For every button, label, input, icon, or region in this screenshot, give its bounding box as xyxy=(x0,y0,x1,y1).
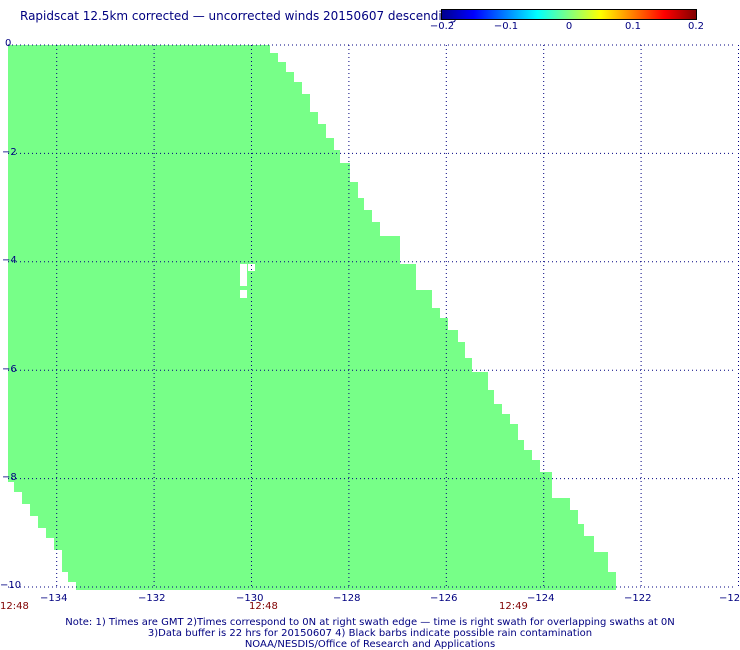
colorbar-tick: −0.2 xyxy=(429,21,455,32)
data-gap xyxy=(240,272,247,286)
colorbar xyxy=(441,9,697,20)
data-gaps xyxy=(240,264,255,298)
lon-label: −134 xyxy=(40,593,68,604)
note-line-3: NOAA/NESDIS/Office of Research and Appli… xyxy=(244,639,496,650)
lon-label: −132 xyxy=(138,593,166,604)
map-title: Rapidscat 12.5km corrected — uncorrected… xyxy=(20,9,457,23)
lon-label: −124 xyxy=(527,593,555,604)
swath-map xyxy=(8,44,739,590)
data-gap xyxy=(240,264,247,272)
lat-label: −8 xyxy=(2,472,17,483)
lon-label: −130 xyxy=(236,593,264,604)
lon-label: −122 xyxy=(624,593,652,604)
colorbar-tick: −0.1 xyxy=(493,21,519,32)
colorbar-tick: 0.1 xyxy=(625,21,641,32)
time-label: 12:48 xyxy=(249,601,278,612)
wind-difference-swath xyxy=(8,45,616,590)
colorbar-tick: 0 xyxy=(565,21,573,32)
colorbar-tick: 0.2 xyxy=(688,21,704,32)
lat-label: 0 xyxy=(5,38,12,49)
lon-label: −126 xyxy=(430,593,458,604)
time-label: 12:49 xyxy=(499,601,528,612)
data-gap xyxy=(248,264,255,271)
lon-label: −120 xyxy=(719,593,740,604)
note-line-1: Note: 1) Times are GMT 2)Times correspon… xyxy=(65,617,675,628)
time-label: 12:48 xyxy=(0,601,29,612)
data-gap xyxy=(240,290,247,298)
lat-label: −6 xyxy=(2,364,17,375)
lat-label: −4 xyxy=(2,255,17,266)
lat-label: −2 xyxy=(2,147,17,158)
lon-label: −128 xyxy=(333,593,361,604)
lat-label: −10 xyxy=(0,580,22,591)
note-line-2: 3)Data buffer is 22 hrs for 20150607 4) … xyxy=(147,628,593,639)
